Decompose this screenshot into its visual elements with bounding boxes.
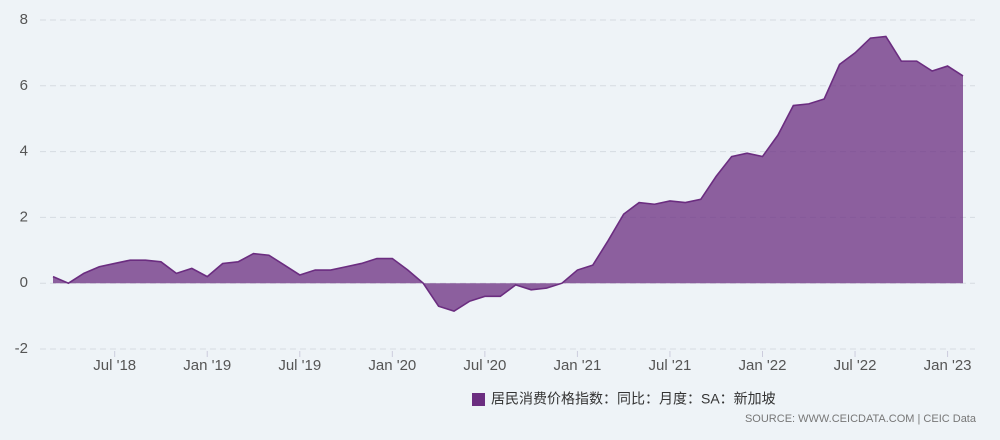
x-tick-label: Jan '21 — [553, 357, 601, 374]
x-tick-label: Jul '20 — [463, 357, 506, 374]
y-tick-label: 2 — [20, 208, 28, 225]
y-tick-label: 4 — [20, 143, 28, 160]
x-tick-label: Jul '22 — [834, 357, 877, 374]
x-tick-label: Jul '18 — [93, 357, 136, 374]
y-tick-label: 0 — [20, 274, 28, 291]
legend-label: 居民消费价格指数：同比：月度：SA：新加坡 — [491, 391, 776, 407]
y-tick-label: -2 — [15, 340, 28, 357]
source: SOURCE: WWW.CEICDATA.COM | CEIC Data — [745, 413, 977, 425]
y-tick-label: 6 — [20, 77, 28, 94]
x-tick-label: Jul '19 — [278, 357, 321, 374]
x-tick-label: Jan '22 — [739, 357, 787, 374]
x-tick-label: Jul '21 — [649, 357, 692, 374]
area-line — [52, 35, 964, 313]
y-tick-label: 8 — [20, 11, 28, 28]
x-tick-label: Jan '20 — [368, 357, 416, 374]
x-tick-label: Jan '23 — [924, 357, 972, 374]
area — [53, 36, 963, 312]
legend-swatch — [472, 393, 485, 406]
x-tick-label: Jan '19 — [183, 357, 231, 374]
